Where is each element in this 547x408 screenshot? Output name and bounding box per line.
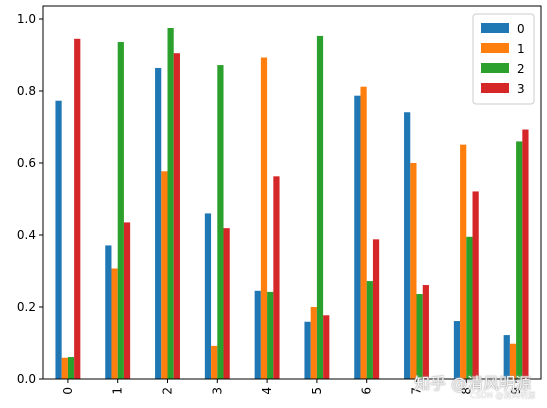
legend-label-2: 2 [517, 62, 525, 76]
bars-group [55, 28, 529, 380]
legend-swatch-3 [481, 83, 509, 93]
x-tick-label: 9 [509, 387, 523, 395]
watermark-main: 知乎 @清风明源 [414, 374, 532, 393]
bar-cat-0-series-3 [74, 38, 81, 380]
legend-box [472, 13, 535, 105]
x-tick-label: 8 [459, 387, 473, 395]
bar-cat-9-series-2 [516, 141, 523, 379]
bar-cat-2-series-0 [155, 67, 162, 380]
legend-label-0: 0 [517, 22, 525, 36]
bar-cat-9-series-3 [522, 129, 529, 379]
bar-cat-8-series-0 [453, 321, 461, 379]
y-tick-label: 0.8 [17, 84, 36, 98]
bar-cat-2-series-2 [167, 28, 174, 379]
bar-cat-3-series-0 [204, 213, 212, 379]
x-tick-label: 3 [210, 387, 224, 395]
x-tick-label: 5 [310, 387, 324, 395]
bar-cat-6-series-0 [354, 95, 361, 380]
x-tick-label: 4 [260, 387, 274, 395]
bar-cat-6-series-3 [372, 239, 380, 379]
bar-cat-1-series-1 [111, 268, 118, 379]
bar-cat-5-series-1 [310, 307, 317, 379]
bar-cat-5-series-2 [316, 35, 324, 380]
y-tick-label: 0.4 [17, 228, 36, 242]
bar-cat-4-series-1 [260, 57, 268, 380]
y-tick-label: 0.0 [17, 372, 36, 386]
bar-cat-3-series-2 [217, 65, 224, 379]
y-tick-label: 0.6 [17, 156, 36, 170]
legend-label-3: 3 [517, 82, 525, 96]
y-tick-label: 0.2 [17, 300, 36, 314]
bar-cat-6-series-1 [360, 86, 367, 380]
bar-cat-0-series-0 [55, 100, 62, 379]
bar-cat-4-series-0 [254, 290, 261, 379]
bar-cat-2-series-3 [173, 53, 180, 379]
bar-cat-1-series-3 [123, 222, 131, 379]
bar-cat-9-series-1 [509, 343, 517, 379]
legend-swatch-0 [481, 23, 509, 33]
plot-frame [42, 5, 542, 380]
bar-cat-9-series-0 [503, 335, 510, 379]
x-tick-label: 7 [410, 387, 424, 395]
bar-cat-8-series-1 [460, 144, 467, 379]
bar-cat-5-series-0 [304, 321, 311, 379]
y-tick-label: 1.0 [17, 12, 36, 26]
bar-cat-7-series-0 [404, 112, 411, 380]
x-tick-label: 1 [111, 387, 125, 395]
x-axis: 0 1 2 3 4 5 6 7 8 9 [61, 379, 523, 395]
x-tick-label: 6 [360, 387, 374, 395]
legend: 0 1 2 3 [472, 13, 535, 105]
bar-cat-1-series-0 [105, 245, 112, 379]
bar-cat-2-series-1 [161, 171, 168, 379]
x-tick-label: 2 [161, 387, 175, 395]
bar-cat-5-series-3 [323, 315, 330, 379]
bar-cat-0-series-1 [61, 357, 68, 379]
y-axis: 0.0 0.2 0.4 0.6 0.8 1.0 [17, 12, 43, 386]
bar-cat-0-series-2 [67, 357, 75, 379]
bar-cat-8-series-2 [466, 236, 473, 379]
legend-swatch-1 [481, 43, 509, 53]
bar-cat-8-series-3 [472, 191, 479, 379]
bar-cat-4-series-2 [267, 291, 274, 379]
watermark-sub: CSDN @清风明源 [470, 391, 536, 400]
bar-cat-1-series-2 [117, 42, 124, 379]
bar-cat-7-series-2 [416, 294, 423, 379]
bar-cat-3-series-1 [211, 345, 218, 379]
bar-cat-7-series-1 [410, 163, 417, 379]
legend-label-1: 1 [517, 42, 525, 56]
bar-cat-7-series-3 [422, 285, 429, 379]
bar-cat-6-series-2 [366, 281, 373, 379]
bar-cat-4-series-3 [273, 176, 280, 379]
legend-swatch-2 [481, 63, 509, 73]
x-tick-label: 0 [61, 387, 75, 395]
bar-cat-3-series-3 [223, 228, 230, 379]
